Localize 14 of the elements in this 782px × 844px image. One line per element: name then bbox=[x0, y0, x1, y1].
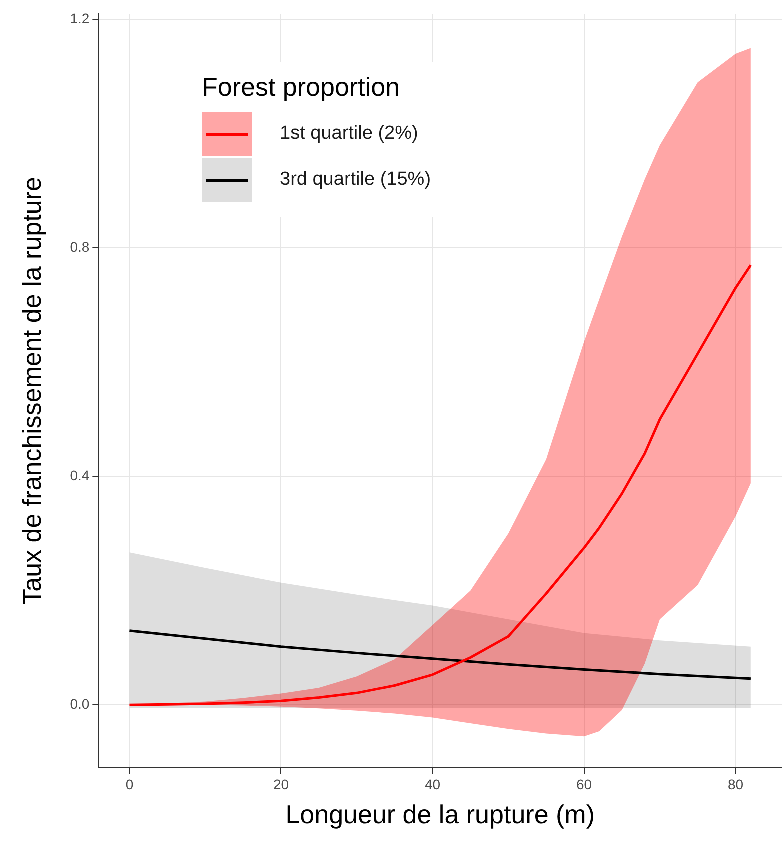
x-tick-label: 60 bbox=[576, 776, 592, 792]
y-tick-label: 0.8 bbox=[70, 239, 90, 256]
y-tick-label: 1.2 bbox=[70, 10, 90, 27]
y-axis-title: Taux de franchissement de la rupture bbox=[16, 177, 47, 605]
legend-title: Forest proportion bbox=[202, 72, 401, 103]
x-tick-label: 0 bbox=[126, 776, 134, 792]
x-tick-label: 20 bbox=[273, 776, 290, 792]
legend-label: 1st quartile (2%) bbox=[280, 123, 418, 145]
x-tick-label: 40 bbox=[424, 776, 441, 792]
legend-label: 3rd quartile (15%) bbox=[280, 169, 432, 191]
y-tick-label: 0.4 bbox=[70, 468, 90, 484]
x-tick-label: 80 bbox=[728, 776, 744, 792]
x-axis-title: Longueur de la rupture (m) bbox=[286, 800, 595, 830]
y-tick-label: 0.0 bbox=[70, 696, 90, 712]
